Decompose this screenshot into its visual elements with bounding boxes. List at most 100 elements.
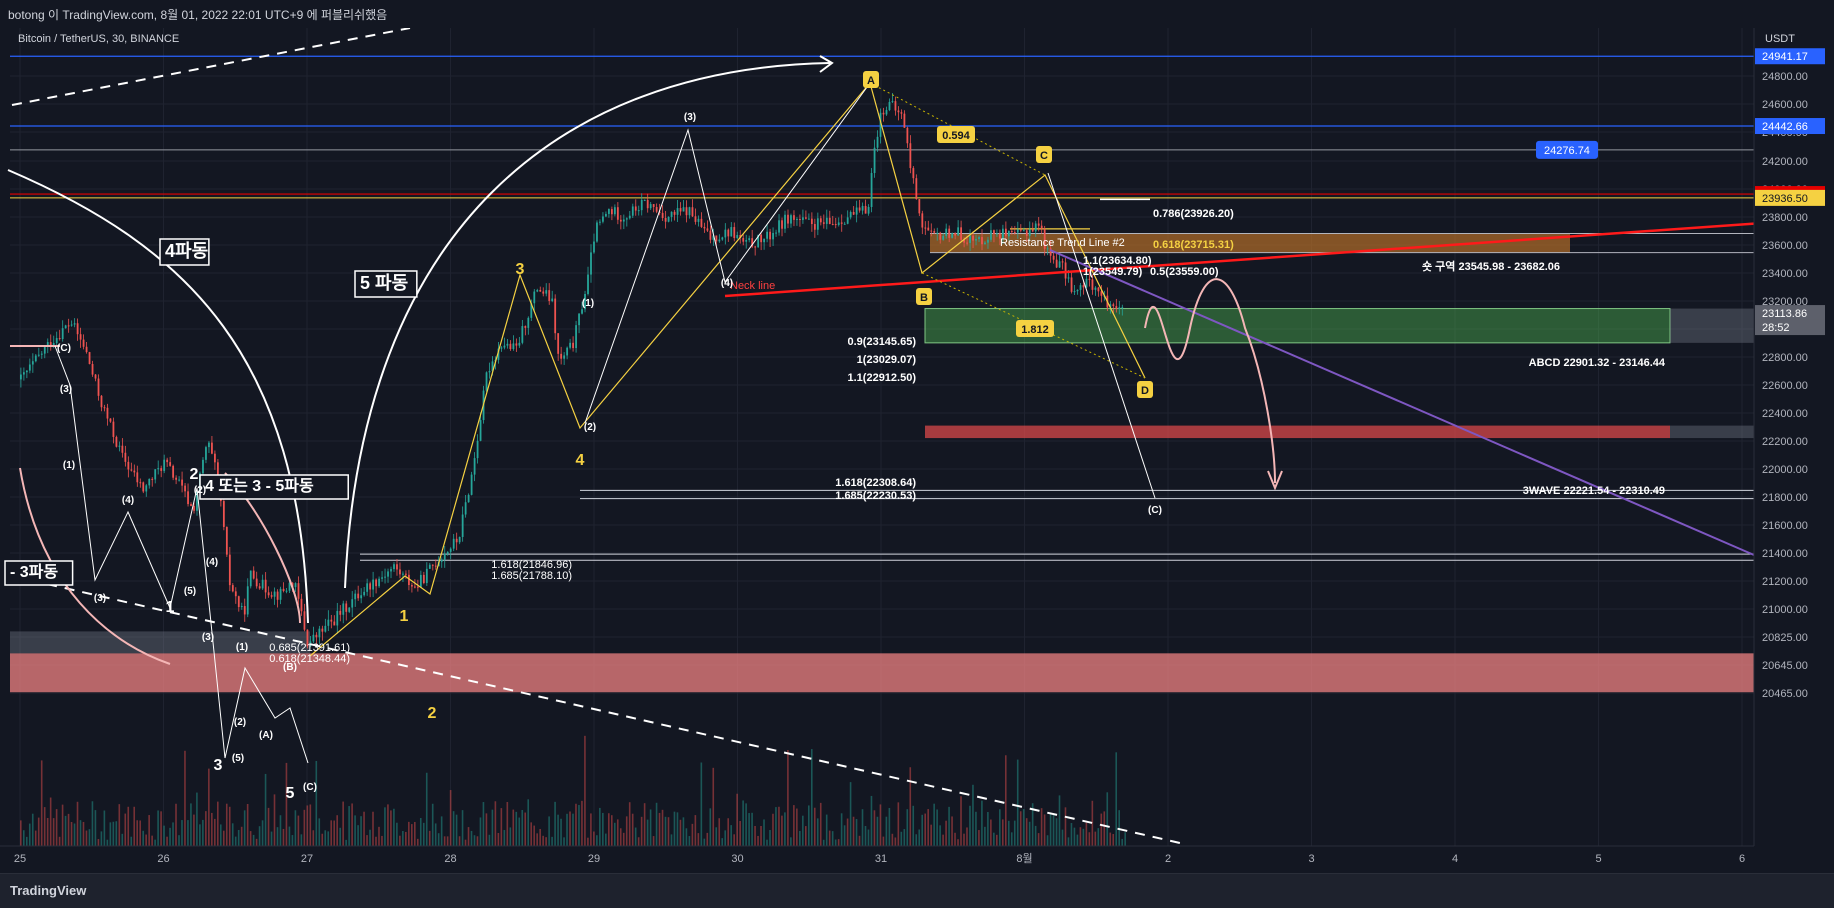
volume-bar xyxy=(1025,818,1028,846)
candle-body xyxy=(733,227,736,239)
candle-body xyxy=(610,209,613,215)
point-b-badge-box xyxy=(916,288,932,305)
fib-label: 1.685(22230.53) xyxy=(835,490,916,502)
gray-zone-bottom xyxy=(10,631,310,654)
volume-bar xyxy=(285,762,288,846)
volume-bar xyxy=(1055,818,1058,846)
candle-body xyxy=(479,420,482,441)
volume-bar xyxy=(381,835,383,846)
volume-bar xyxy=(214,818,216,846)
candle-body xyxy=(297,583,300,599)
volume-bar xyxy=(488,834,491,846)
candle-series xyxy=(20,92,1124,649)
candle-body xyxy=(569,342,572,348)
volume-bar xyxy=(49,797,52,846)
volume-bar xyxy=(799,830,801,846)
volume-bar xyxy=(437,833,440,846)
volume-bar xyxy=(652,836,655,846)
candle-body xyxy=(1079,285,1082,290)
volume-bar xyxy=(1109,832,1112,846)
volume-bar xyxy=(40,760,43,846)
candle-body xyxy=(837,222,840,225)
candle-body xyxy=(124,452,127,462)
volume-bar xyxy=(670,834,673,846)
volume-bar xyxy=(208,768,210,846)
candle-body xyxy=(136,472,139,483)
candle-body xyxy=(20,374,22,380)
volume-bar xyxy=(345,839,347,846)
volume-bar xyxy=(172,822,174,846)
candle-body xyxy=(602,216,604,222)
candle-body xyxy=(506,343,509,346)
y-tick-label: 20825.00 xyxy=(1762,632,1808,644)
volume-bar xyxy=(339,827,341,846)
wave-number: 3 xyxy=(516,261,525,278)
volume-bar xyxy=(112,821,115,846)
price-chart[interactable]: Neck line Resistance Trend Line #2 4파동 5 파동… xyxy=(0,28,1834,873)
volume-bar xyxy=(348,806,350,846)
fib-label: 1.1(22912.50) xyxy=(848,372,917,384)
candle-body xyxy=(784,214,786,229)
volume-bar xyxy=(76,801,79,846)
candle-body xyxy=(551,298,554,302)
candle-body xyxy=(810,218,813,225)
candle-body xyxy=(891,101,894,103)
candle-body xyxy=(1052,255,1055,260)
candle-body xyxy=(43,346,46,354)
volume-bar xyxy=(685,828,688,846)
volume-bar xyxy=(455,814,458,846)
candle-body xyxy=(876,136,879,148)
dashed-trend-top xyxy=(11,28,411,106)
volume-bar xyxy=(187,820,189,846)
candle-body xyxy=(709,230,712,240)
volume-bar xyxy=(700,762,703,846)
candle-body xyxy=(718,239,721,242)
candle-body xyxy=(1058,261,1061,268)
volume-bar xyxy=(67,813,70,846)
volume-bar xyxy=(425,772,428,846)
volume-bar xyxy=(1082,828,1085,846)
candle-body xyxy=(49,342,52,347)
volume-bar xyxy=(793,805,795,846)
volume-bar xyxy=(802,815,804,846)
volume-bar xyxy=(846,818,849,846)
volume-bar xyxy=(166,836,168,846)
volume-bar xyxy=(530,822,533,846)
volume-bar xyxy=(148,815,150,846)
candle-body xyxy=(181,479,183,486)
volume-bar xyxy=(1031,803,1034,846)
volume-bar xyxy=(772,813,774,846)
volume-bar xyxy=(763,819,765,846)
candle-body xyxy=(91,364,94,375)
candle-body xyxy=(411,585,413,587)
candle-body xyxy=(575,325,577,349)
volume-bar xyxy=(775,807,777,846)
volume-bar xyxy=(1094,831,1097,846)
axis-background xyxy=(1754,28,1834,846)
volume-bar xyxy=(34,830,37,846)
volume-bar xyxy=(727,818,729,846)
volume-bar xyxy=(222,830,225,846)
candle-body xyxy=(515,343,518,346)
x-tick-label: 27 xyxy=(301,853,313,865)
candle-body xyxy=(667,216,670,222)
volume-bar xyxy=(64,815,67,846)
white-subwave-left xyxy=(54,345,309,764)
candle-body xyxy=(196,492,198,511)
candle-body xyxy=(706,228,709,231)
candle-body xyxy=(754,246,757,248)
volume-bar xyxy=(124,813,127,846)
candle-body xyxy=(1004,228,1007,237)
volume-bar xyxy=(249,831,252,846)
candle-body xyxy=(405,573,407,575)
candle-body xyxy=(70,324,73,326)
neck-line-label: Neck line xyxy=(730,280,775,292)
candle-body xyxy=(216,462,219,476)
volume-bar xyxy=(354,815,356,846)
wave-number-white: 5 xyxy=(286,785,295,802)
volume-bar xyxy=(169,827,171,846)
candle-body xyxy=(375,579,377,587)
candle-body xyxy=(345,603,348,612)
x-tick-label: 31 xyxy=(875,853,887,865)
candle-body xyxy=(870,173,873,207)
